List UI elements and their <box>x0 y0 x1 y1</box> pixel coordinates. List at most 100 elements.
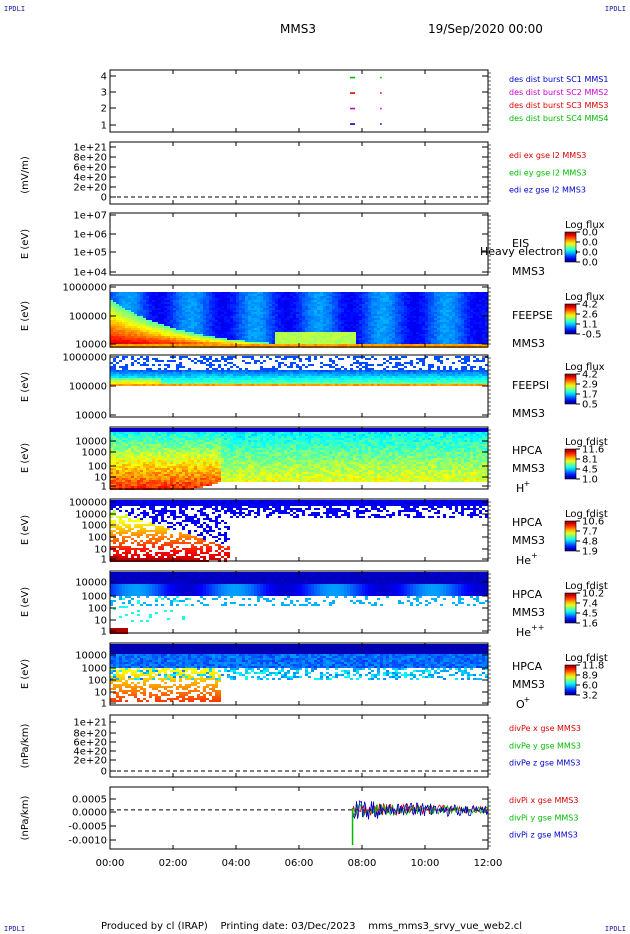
y-tick-label: 0 <box>101 193 107 204</box>
colorbar-tick: 4.8 <box>582 537 598 548</box>
y-tick-label: 1000 <box>82 592 107 603</box>
y-axis-label: E (eV) <box>20 515 31 545</box>
colorbar-title: Log flux <box>565 362 605 373</box>
colorbar-tick: 2.9 <box>582 380 598 391</box>
spacecraft-label: MMS3 <box>512 678 545 691</box>
legend-entry: des dist burst SC2 MMS2 <box>509 88 608 97</box>
instrument-label: HPCA <box>512 660 543 673</box>
y-tick-label: 4 <box>101 72 107 83</box>
species-label: Heavy electron to <box>480 245 578 258</box>
y-tick-label: 1 <box>101 555 107 566</box>
instrument-label: FEEPSE <box>512 309 553 322</box>
y-tick-label: 4e+20 <box>73 173 107 184</box>
corner-label-bottom-left: IPDLI <box>4 925 26 933</box>
panel-burst: 1 2 3 4 des dist burst SC1 MMS1 des dist burs… <box>101 69 608 133</box>
burst-mark <box>380 92 382 94</box>
time-tick-label: 08:00 <box>348 858 377 869</box>
panel-frame <box>109 786 489 850</box>
colorbar-tick: 4.5 <box>582 609 598 620</box>
legend-entry: divPi x gse MMS3 <box>509 796 578 805</box>
instrument-label: FEEPSI <box>512 379 549 392</box>
legend-entry: divPe y gse MMS3 <box>509 741 581 750</box>
y-tick-label: 8e+20 <box>73 729 107 740</box>
spacecraft-label: MMS3 <box>512 462 545 475</box>
spacecraft-label: MMS3 <box>512 407 545 420</box>
colorbar-tick: 8.1 <box>582 455 598 466</box>
colorbar-title: Log fdist <box>565 509 608 520</box>
y-tick-label: -0.0010 <box>68 836 107 847</box>
time-tick-label: 00:00 <box>96 858 125 869</box>
y-tick-label: 1 <box>101 699 107 710</box>
legend-entry: edi ey gse l2 MMS3 <box>509 168 587 177</box>
spacecraft-label: MMS3 <box>512 337 545 350</box>
colorbar-title: Log fdist <box>565 581 608 592</box>
legend-entry: divPe x gse MMS3 <box>509 724 581 733</box>
colorbar-tick: 3.2 <box>582 691 598 702</box>
corner-label-top-right: IPDLI <box>604 5 626 13</box>
colorbar-tick: 11.8 <box>582 661 604 672</box>
instrument-label: HPCA <box>512 444 543 457</box>
y-tick-label: 1e+21 <box>73 718 107 729</box>
colorbar-tick: -0.5 <box>582 330 602 341</box>
species-charge: ++ <box>531 623 544 632</box>
y-tick-label: 10000 <box>75 651 107 662</box>
panel-feepse: 10000 100000 1000000 E (eV) FEEPSE MMS3 Log fl… <box>20 283 605 351</box>
colorbar-tick: 1.7 <box>582 390 598 401</box>
panel-feepsi: 10000 100000 1000000 E (eV) FEEPSI MMS3 Log fl… <box>20 353 605 422</box>
legend-entry: divPe z gse MMS3 <box>509 759 580 768</box>
panel-frame <box>109 69 489 133</box>
colorbar-tick: 0.0 <box>582 228 598 239</box>
species-label: He <box>516 554 531 567</box>
y-tick-label: 4e+20 <box>73 747 107 758</box>
colorbar <box>564 448 577 480</box>
time-tick-label: 10:00 <box>411 858 440 869</box>
colorbar-title: Log flux <box>565 292 605 303</box>
colorbar-tick: 1.9 <box>582 547 598 558</box>
y-tick-label: 10 <box>94 616 107 627</box>
y-axis-label: (mV/m) <box>20 156 31 194</box>
y-tick-label: 1e+05 <box>73 248 107 259</box>
species-charge: + <box>531 551 538 560</box>
y-tick-label: 2 <box>101 104 107 115</box>
time-tick-label: 06:00 <box>285 858 314 869</box>
species-label: H <box>516 482 524 495</box>
legend-entry: edi ex gse l2 MMS3 <box>509 151 586 160</box>
colorbar-tick: 2.6 <box>582 310 598 321</box>
y-tick-label: 1 <box>101 482 107 493</box>
y-tick-label: 10000 <box>75 510 107 521</box>
y-tick-label: 100 <box>88 604 107 615</box>
burst-mark <box>380 123 382 125</box>
species-charge: + <box>524 479 531 488</box>
y-tick-label: 100 <box>88 462 107 473</box>
colorbar <box>564 592 577 624</box>
colorbar-title: Log flux <box>565 220 605 231</box>
y-tick-label: 1e+04 <box>73 268 107 279</box>
y-axis-label: E (eV) <box>20 443 31 473</box>
legend-entry: des dist burst SC4 MMS4 <box>509 114 608 123</box>
footer-printing-date: Printing date: 03/Dec/2023 <box>220 921 356 932</box>
spacecraft-label: MMS3 <box>512 265 545 278</box>
y-tick-label: 10000 <box>75 578 107 589</box>
colorbar-tick: 0.0 <box>582 258 598 269</box>
y-tick-label: 10000 <box>75 340 107 351</box>
y-tick-label: 3 <box>101 88 107 99</box>
header-date-time: 19/Sep/2020 00:00 <box>428 22 543 36</box>
footer-filename: mms_mms3_srvy_vue_web2.cl <box>368 921 523 932</box>
panel-frame <box>109 141 489 205</box>
y-axis-label: E (eV) <box>20 659 31 689</box>
species-label: He <box>516 626 531 639</box>
y-tick-label: 6e+20 <box>73 163 107 174</box>
colorbar <box>564 664 577 696</box>
y-tick-label: 6e+20 <box>73 738 107 749</box>
y-tick-label: 10 <box>94 688 107 699</box>
y-tick-label: 0.0005 <box>72 795 107 806</box>
y-axis-label: E (eV) <box>20 229 31 259</box>
y-tick-label: 1 <box>101 627 107 638</box>
colorbar-tick: 0.5 <box>582 400 598 411</box>
y-tick-label: 0 <box>101 767 107 778</box>
colorbar <box>564 520 577 552</box>
y-axis-label: E (eV) <box>20 372 31 402</box>
y-tick-label: 1000000 <box>62 283 107 294</box>
